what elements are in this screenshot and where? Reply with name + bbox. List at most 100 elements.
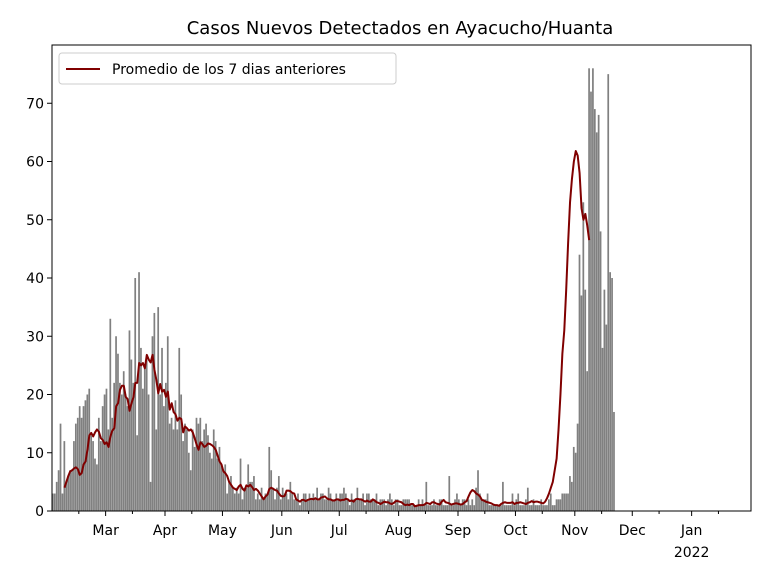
bar	[444, 505, 447, 511]
bar	[433, 499, 435, 511]
bar	[467, 499, 470, 511]
bar	[358, 499, 361, 511]
bar	[203, 429, 206, 511]
bar	[578, 254, 581, 511]
bar	[299, 505, 301, 511]
bar	[193, 446, 196, 511]
y-axis: 0 10 20 30 40 50 60 70	[26, 96, 52, 520]
x-axis: Mar Apr May Jun Jul Aug Sep Oct Nov Dec Jan 2022	[78, 511, 719, 561]
bar	[354, 499, 357, 511]
bar	[373, 499, 376, 511]
x-tick-label: Oct	[503, 523, 528, 539]
bar	[507, 505, 510, 511]
bar	[595, 132, 598, 512]
bar	[168, 423, 171, 512]
bar	[272, 487, 274, 511]
bar	[147, 394, 150, 511]
bar	[503, 505, 506, 511]
bar	[260, 487, 263, 511]
bar	[199, 417, 202, 511]
bar	[567, 493, 569, 511]
bar	[473, 505, 476, 511]
bar	[574, 452, 577, 511]
bar	[502, 481, 504, 512]
bar	[586, 371, 589, 511]
bar	[187, 452, 190, 511]
bar	[553, 505, 556, 511]
bar	[318, 499, 320, 511]
bar	[536, 505, 539, 511]
bar	[130, 359, 133, 511]
bar	[496, 505, 499, 511]
bar	[61, 493, 64, 511]
bar	[255, 499, 257, 511]
bar	[549, 493, 552, 511]
bar	[226, 493, 228, 511]
bar	[337, 499, 340, 511]
bar	[469, 505, 472, 511]
bar	[423, 505, 426, 511]
bar	[498, 505, 500, 511]
bar	[377, 505, 380, 511]
bar	[264, 493, 267, 511]
bar	[345, 493, 347, 511]
bar	[366, 493, 368, 511]
bar	[82, 406, 85, 511]
bar	[249, 481, 251, 512]
bar	[287, 499, 290, 511]
bar	[143, 365, 146, 512]
bar	[107, 429, 110, 511]
bar	[479, 493, 481, 511]
bar	[538, 505, 541, 511]
bar	[601, 347, 604, 511]
x-tick-label: May	[208, 523, 237, 539]
bar	[295, 499, 297, 511]
bar	[205, 423, 207, 512]
bar	[268, 446, 271, 511]
bar	[360, 499, 363, 511]
bar	[105, 388, 108, 511]
bar	[109, 318, 112, 511]
bar	[459, 505, 462, 511]
bar	[400, 505, 403, 511]
bar	[442, 505, 445, 511]
bar	[122, 371, 125, 511]
bar	[548, 499, 550, 511]
bar	[276, 487, 278, 511]
bar	[605, 324, 608, 511]
bar	[465, 505, 468, 511]
bar	[563, 493, 566, 511]
bar	[233, 493, 236, 511]
bar	[170, 417, 173, 511]
bar	[103, 394, 106, 511]
y-tick-label: 20	[26, 388, 44, 404]
bar	[57, 470, 60, 511]
y-tick-label: 60	[26, 155, 44, 171]
bar	[94, 458, 96, 511]
bar	[232, 487, 234, 511]
bar	[111, 417, 114, 511]
bar	[557, 499, 560, 511]
bar	[291, 493, 294, 511]
bar	[519, 505, 521, 511]
bar	[323, 499, 326, 511]
bar	[197, 423, 200, 512]
bar	[209, 452, 211, 511]
bar	[247, 464, 250, 511]
bar	[59, 423, 62, 512]
bar	[530, 505, 533, 511]
bar	[155, 429, 158, 511]
bar	[174, 400, 177, 511]
bar	[124, 394, 127, 511]
bar	[350, 493, 353, 511]
y-tick-label: 50	[26, 213, 44, 229]
y-tick-label: 10	[26, 446, 44, 462]
bar	[53, 493, 56, 511]
bar	[163, 406, 165, 511]
bar	[176, 429, 179, 511]
bar	[392, 505, 395, 511]
bar	[457, 499, 460, 511]
bar	[281, 487, 284, 511]
bar	[521, 505, 523, 511]
x-tick-label: Jan	[680, 523, 703, 539]
